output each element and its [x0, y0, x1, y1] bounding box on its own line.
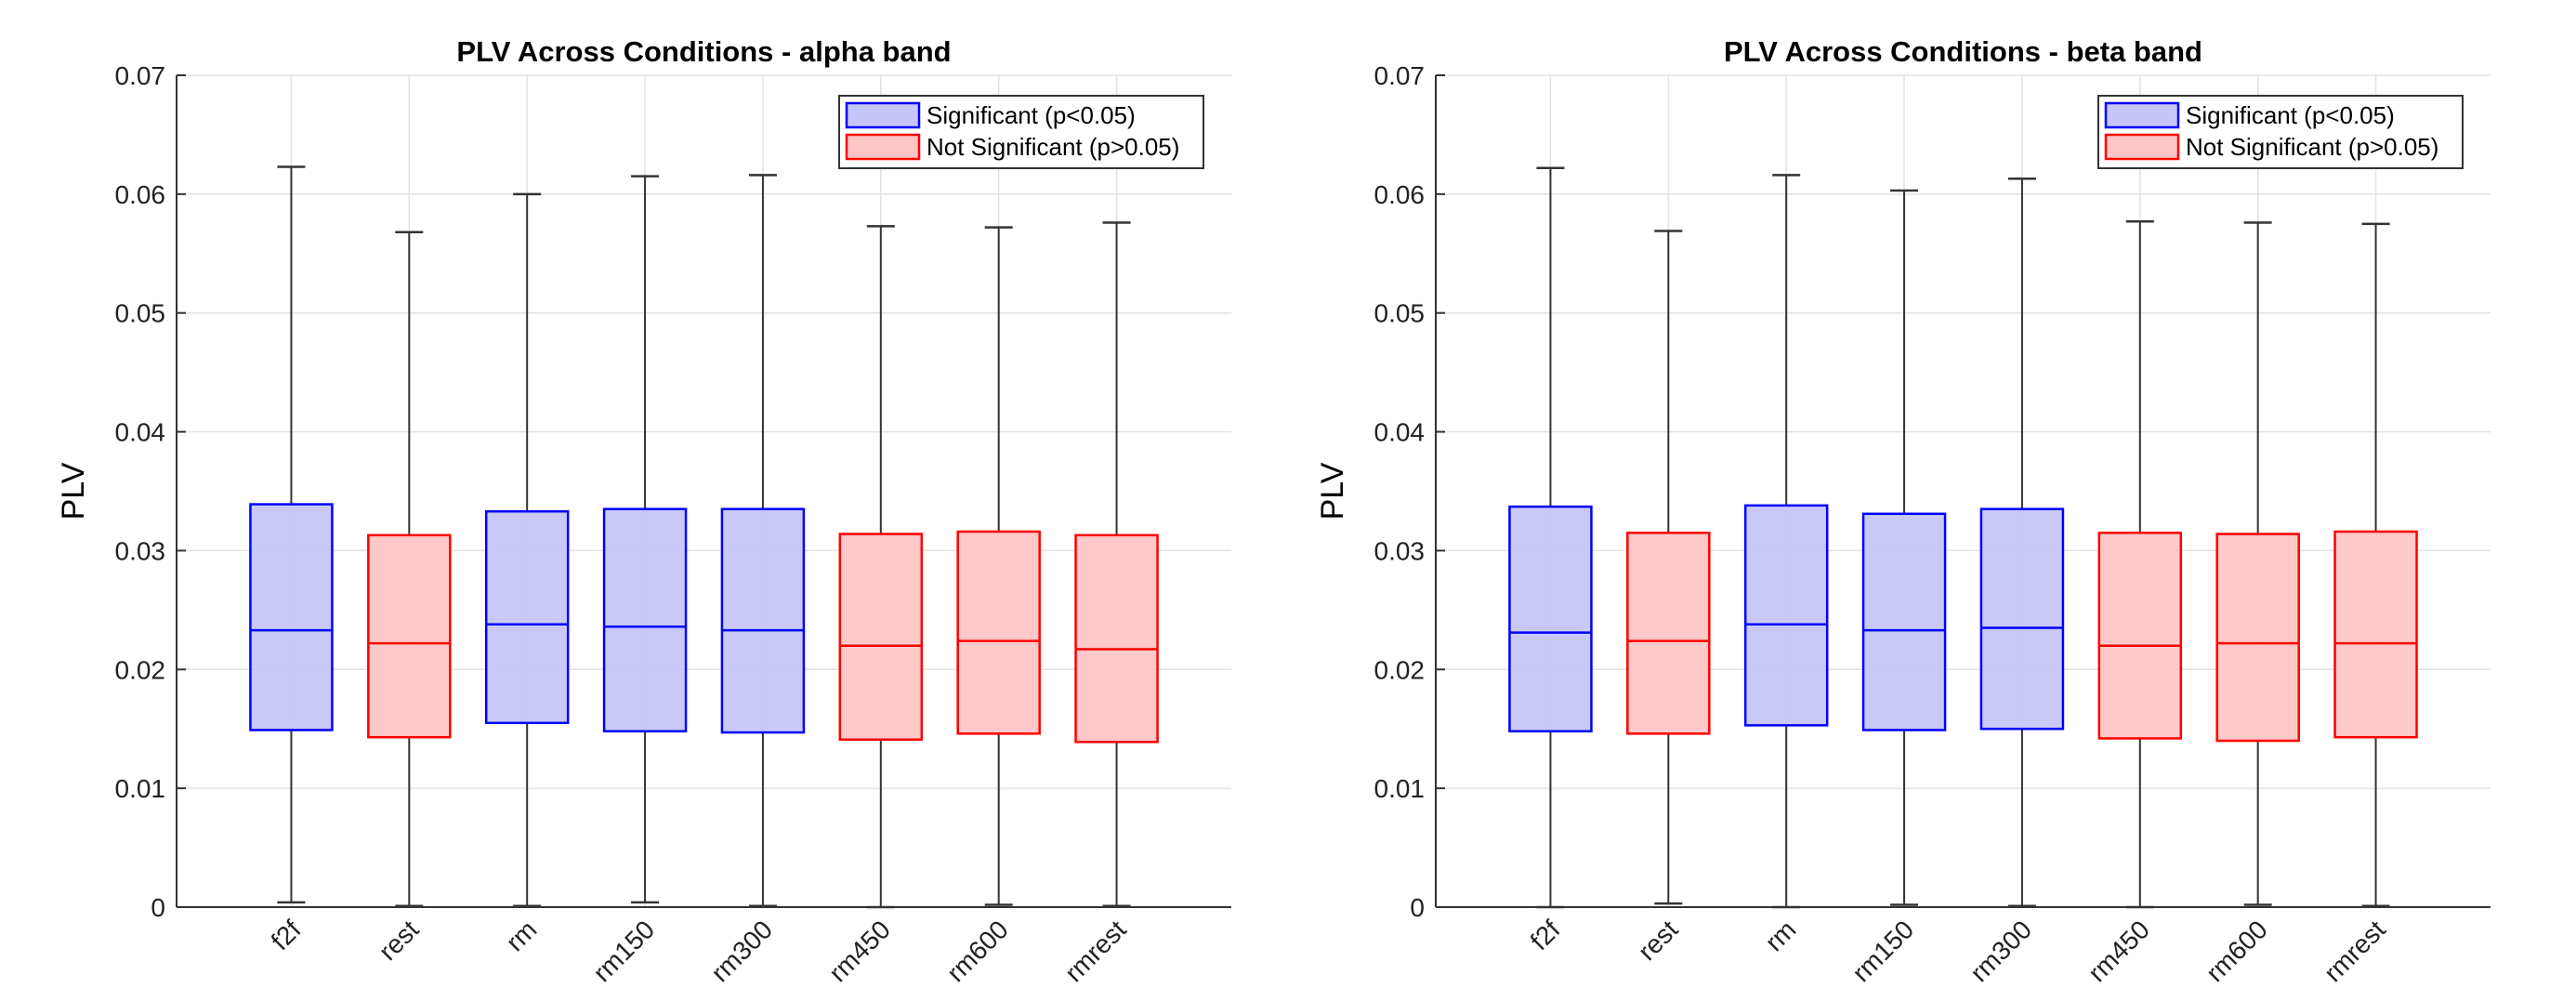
box-body — [602, 507, 688, 733]
box-body — [838, 533, 924, 741]
box-rm — [484, 192, 570, 907]
legend-swatch — [845, 133, 921, 161]
box-rmrest — [2333, 222, 2418, 907]
y-tick-label: 0.05 — [1374, 299, 1426, 328]
y-tick-label: 0.06 — [115, 180, 166, 209]
box-f2f — [1508, 166, 1593, 909]
box-rm450 — [2097, 220, 2183, 909]
box-body — [367, 533, 452, 739]
box-body — [1074, 533, 1159, 744]
x-tick-label: rm150 — [587, 915, 660, 987]
x-tick-label: rm — [1759, 915, 1801, 956]
x-tick-label: f2f — [266, 915, 307, 955]
box-rm450 — [838, 225, 924, 909]
y-tick-label: 0.06 — [1374, 180, 1426, 209]
x-tick-label: rm150 — [1847, 915, 1919, 987]
box-rm150 — [1861, 189, 1947, 906]
legend-label: Significant (p<0.05) — [2186, 101, 2395, 129]
legend: Significant (p<0.05) Not Significant (p>0… — [838, 95, 1204, 169]
x-tick-label: rm450 — [2083, 915, 2155, 987]
box-body — [1861, 512, 1947, 731]
box-rm — [1743, 174, 1829, 909]
box-body — [2097, 532, 2183, 740]
box-rm150 — [602, 175, 688, 904]
x-tick-label: rm — [500, 915, 542, 956]
y-tick-label: 0.02 — [115, 655, 166, 684]
legend-label: Not Significant (p>0.05) — [927, 133, 1179, 161]
box-body — [249, 503, 334, 731]
x-tick-label: f2f — [1525, 915, 1566, 955]
y-tick-label: 0.07 — [1374, 61, 1426, 90]
y-tick-label: 0.04 — [1374, 418, 1426, 447]
box-body — [484, 509, 570, 725]
y-axis-label: PLV — [56, 462, 91, 520]
y-axis-label: PLV — [1315, 462, 1350, 520]
legend-label: Significant (p<0.05) — [927, 101, 1136, 129]
legend-swatch — [2104, 101, 2180, 129]
x-tick-label: rest — [1633, 915, 1684, 966]
y-tick-label: 0 — [1410, 893, 1425, 922]
box-body — [720, 507, 806, 734]
chart-title: PLV Across Conditions - beta band — [1724, 35, 2202, 68]
box-rm300 — [720, 174, 806, 907]
y-tick-label: 0.02 — [1374, 655, 1426, 684]
y-tick-label: 0.05 — [115, 299, 166, 328]
y-tick-label: 0.03 — [1374, 536, 1426, 565]
legend-swatch — [2104, 133, 2180, 161]
x-tick-label: rest — [374, 915, 425, 966]
box-rm300 — [1979, 177, 2065, 907]
y-tick-label: 0.01 — [115, 774, 166, 803]
legend-swatch — [845, 101, 921, 129]
box-body — [1743, 504, 1829, 727]
box-f2f — [249, 165, 334, 904]
chart-title: PLV Across Conditions - alpha band — [456, 35, 951, 68]
chart-panel-alpha: 0 0.01 0.02 0.03 0.04 0.05 0.06 0.07 f2f rest rm rm… — [56, 35, 1231, 987]
box-body — [2333, 530, 2418, 739]
box-body — [2215, 533, 2300, 743]
y-tick-label: 0.04 — [115, 418, 166, 447]
y-tick-label: 0.01 — [1374, 774, 1426, 803]
y-tick-label: 0.03 — [115, 536, 166, 565]
box-rm600 — [2215, 221, 2300, 906]
y-tick-label: 0 — [151, 893, 165, 922]
legend: Significant (p<0.05) Not Significant (p>0… — [2097, 95, 2464, 169]
x-tick-label: rm300 — [1965, 915, 2037, 987]
box-body — [1508, 505, 1593, 733]
y-tick-label: 0.07 — [115, 61, 166, 90]
chart-panel-beta: 0 0.01 0.02 0.03 0.04 0.05 0.06 0.07 f2f rest rm rm… — [1315, 35, 2491, 987]
box-body — [1979, 507, 2065, 731]
box-rest — [367, 230, 452, 907]
x-tick-label: rm300 — [705, 915, 778, 987]
box-body — [1626, 532, 1711, 735]
x-tick-label: rmrest — [1059, 915, 1132, 987]
x-tick-label: rm450 — [823, 915, 896, 987]
legend-label: Not Significant (p>0.05) — [2186, 133, 2438, 161]
x-tick-label: rm600 — [941, 915, 1014, 987]
box-rmrest — [1074, 221, 1159, 907]
x-tick-label: rmrest — [2319, 915, 2391, 987]
box-rm600 — [956, 226, 1041, 906]
box-rest — [1626, 230, 1711, 905]
box-body — [956, 530, 1041, 735]
x-tick-label: rm600 — [2201, 915, 2273, 987]
